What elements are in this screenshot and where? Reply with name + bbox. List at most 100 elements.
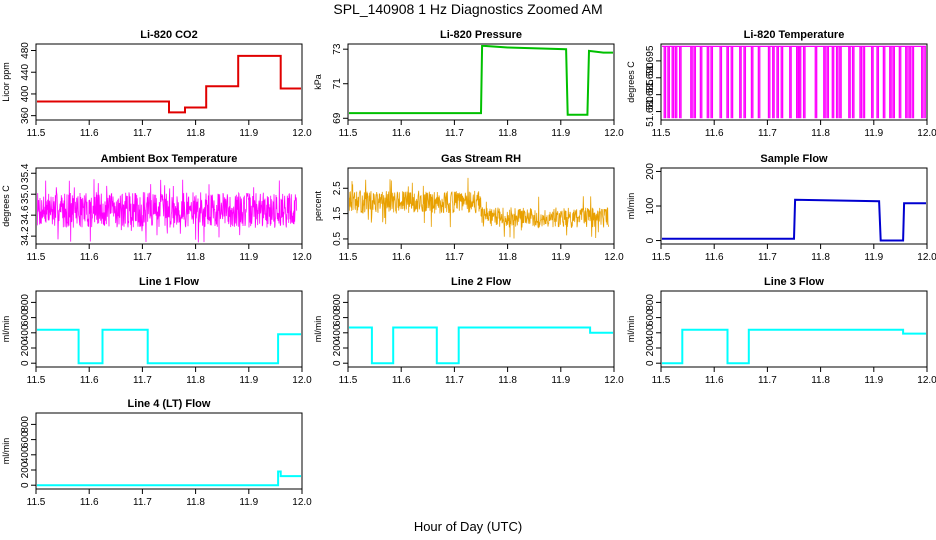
x-tick-label: 11.5 bbox=[339, 375, 358, 386]
y-tick-label: 600 bbox=[20, 309, 31, 326]
x-tick-label: 11.9 bbox=[239, 128, 258, 139]
x-tick-label: 11.7 bbox=[133, 252, 152, 263]
y-tick-label: 0 bbox=[20, 360, 31, 366]
data-layer bbox=[349, 177, 610, 239]
plot-frame bbox=[35, 43, 303, 121]
series-line bbox=[662, 45, 926, 119]
x-tick-label: 11.8 bbox=[811, 128, 830, 139]
plot-frame bbox=[347, 290, 615, 368]
x-tick-label: 12.0 bbox=[604, 375, 624, 386]
x-tick-label: 11.7 bbox=[445, 128, 464, 139]
x-tick-label: 11.5 bbox=[652, 252, 671, 263]
data-layer bbox=[662, 198, 926, 242]
x-tick-label: 11.5 bbox=[652, 128, 671, 139]
x-tick-label: 12.0 bbox=[604, 128, 624, 139]
x-tick-label: 11.5 bbox=[339, 128, 358, 139]
series-line bbox=[349, 177, 610, 239]
plot-frame bbox=[347, 167, 615, 245]
y-tick-label: 51.690 bbox=[645, 62, 656, 93]
panel-title: Li-820 Pressure bbox=[440, 29, 522, 41]
x-tick-label: 11.6 bbox=[392, 252, 411, 263]
series-line bbox=[37, 179, 298, 243]
series-line bbox=[349, 45, 613, 116]
y-tick-label: 34.2 bbox=[20, 226, 31, 246]
panel-li820-pressure: Li-820 Pressure 11.5 11.6 11.7 11.8 11.9 12.0 6… bbox=[313, 29, 624, 139]
panel-ambient-box-temperature: Ambient Box Temperature 11.5 11.6 11.7 11.8 1… bbox=[1, 153, 312, 263]
y-tick-label: 200 bbox=[20, 461, 31, 478]
x-tick-label: 12.0 bbox=[917, 252, 936, 263]
x-tick-label: 12.0 bbox=[292, 252, 312, 263]
panel-title: Gas Stream RH bbox=[441, 153, 521, 165]
x-tick-label: 12.0 bbox=[292, 497, 312, 508]
y-tick-label: 400 bbox=[645, 324, 656, 341]
x-tick-label: 11.5 bbox=[27, 497, 46, 508]
panel-line-4-lt-flow: Line 4 (LT) Flow 11.5 11.6 11.7 11.8 11.9 12.0… bbox=[1, 398, 312, 508]
y-tick-label: 2.5 bbox=[332, 181, 343, 195]
panel-title: Ambient Box Temperature bbox=[101, 153, 238, 165]
x-tick-label: 11.9 bbox=[864, 375, 883, 386]
y-axis-label: degrees C bbox=[626, 61, 636, 103]
x-tick-label: 11.9 bbox=[551, 252, 570, 263]
y-axis-label: ml/min bbox=[1, 316, 11, 343]
y-axis-label: ml/min bbox=[1, 438, 11, 465]
y-tick-label: 34.6 bbox=[20, 205, 31, 225]
x-tick-label: 11.8 bbox=[811, 375, 830, 386]
series-line bbox=[662, 198, 926, 242]
figure-title: SPL_140908 1 Hz Diagnostics Zoomed AM bbox=[333, 1, 602, 17]
x-tick-label: 11.8 bbox=[498, 375, 517, 386]
y-tick-label: 800 bbox=[20, 294, 31, 311]
x-tick-label: 11.5 bbox=[652, 375, 671, 386]
x-tick-label: 12.0 bbox=[292, 128, 312, 139]
y-axis-label: kPa bbox=[313, 74, 323, 90]
x-tick-label: 11.5 bbox=[339, 252, 358, 263]
x-tick-label: 11.8 bbox=[186, 497, 205, 508]
series-line bbox=[349, 326, 613, 365]
panel-li820-co2: Li-820 CO2 11.5 11.6 11.7 11.8 11.9 12.0 360 400… bbox=[1, 29, 312, 139]
x-tick-label: 11.6 bbox=[80, 252, 99, 263]
data-layer bbox=[37, 470, 301, 487]
panel-title: Line 2 Flow bbox=[451, 276, 511, 288]
x-tick-label: 11.8 bbox=[498, 128, 517, 139]
y-tick-label: 35.0 bbox=[20, 184, 31, 204]
panel-sample-flow: Sample Flow 11.5 11.6 11.7 11.8 11.9 12.0 0 100 2… bbox=[626, 153, 936, 263]
y-tick-label: 600 bbox=[20, 431, 31, 448]
x-tick-label: 11.6 bbox=[392, 375, 411, 386]
x-tick-label: 11.9 bbox=[864, 128, 883, 139]
x-tick-label: 11.7 bbox=[133, 497, 152, 508]
plot-frame bbox=[347, 43, 615, 121]
x-tick-label: 11.6 bbox=[392, 128, 411, 139]
x-tick-label: 12.0 bbox=[604, 252, 624, 263]
panel-line-2-flow: Line 2 Flow 11.5 11.6 11.7 11.8 11.9 12.0 0 2004… bbox=[313, 276, 624, 386]
y-tick-label: 200 bbox=[645, 163, 656, 180]
y-tick-label: 400 bbox=[20, 446, 31, 463]
panel-line-3-flow: Line 3 Flow 11.5 11.6 11.7 11.8 11.9 12.0 0 2004… bbox=[626, 276, 936, 386]
x-tick-label: 11.6 bbox=[80, 497, 99, 508]
series-line bbox=[662, 328, 926, 365]
y-tick-label: 35.4 bbox=[20, 163, 31, 183]
x-tick-label: 11.9 bbox=[239, 252, 258, 263]
y-tick-label: 0 bbox=[645, 360, 656, 366]
y-tick-label: 800 bbox=[645, 294, 656, 311]
x-tick-label: 11.6 bbox=[705, 128, 724, 139]
y-tick-label: 0 bbox=[645, 237, 656, 243]
x-tick-label: 11.7 bbox=[133, 375, 152, 386]
panel-title: Li-820 CO2 bbox=[140, 29, 197, 41]
x-tick-label: 12.0 bbox=[292, 375, 312, 386]
plot-frame bbox=[35, 412, 303, 490]
series-line bbox=[37, 470, 301, 487]
panel-title: Line 4 (LT) Flow bbox=[128, 398, 211, 410]
y-axis-label: ml/min bbox=[626, 316, 636, 343]
x-tick-label: 11.9 bbox=[551, 128, 570, 139]
panel-line-1-flow: Line 1 Flow 11.5 11.6 11.7 11.8 11.9 12.0 0 2004… bbox=[1, 276, 312, 386]
y-tick-label: 600 bbox=[332, 309, 343, 326]
y-tick-label: 800 bbox=[332, 294, 343, 311]
x-tick-label: 11.8 bbox=[186, 128, 205, 139]
x-tick-label: 11.6 bbox=[80, 375, 99, 386]
data-layer bbox=[349, 326, 613, 365]
series-line bbox=[37, 54, 301, 114]
y-tick-label: 200 bbox=[20, 339, 31, 356]
y-tick-label: 360 bbox=[20, 107, 31, 124]
panel-title: Li-820 Temperature bbox=[744, 29, 845, 41]
x-tick-label: 11.8 bbox=[186, 375, 205, 386]
